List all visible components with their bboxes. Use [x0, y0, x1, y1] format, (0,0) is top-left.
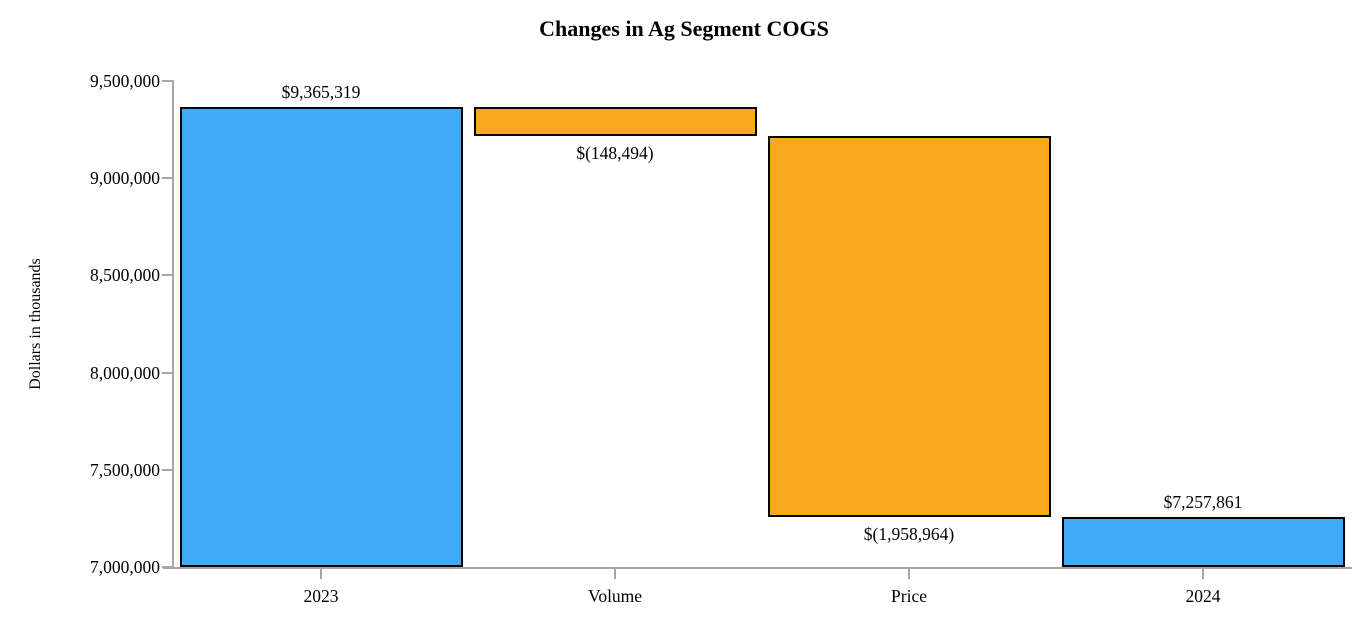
y-tick-mark — [162, 468, 172, 471]
y-tick-label: 9,500,000 — [90, 71, 160, 91]
y-axis-line — [172, 80, 174, 569]
y-tick-mark — [162, 80, 172, 82]
bar-volume — [473, 107, 757, 137]
y-tick-label: 8,500,000 — [90, 265, 160, 286]
y-tick-mark — [162, 566, 172, 568]
x-tick-label: 2024 — [1185, 586, 1221, 606]
bar-value-label: $(148,494) — [576, 143, 654, 164]
bar-2023 — [179, 107, 463, 567]
y-tick-mark — [162, 177, 172, 180]
y-tick-mark — [162, 274, 172, 277]
x-tick-label: Price — [891, 586, 927, 606]
x-tick-mark — [1202, 569, 1204, 579]
x-tick-mark — [614, 569, 616, 579]
y-tick-label: 7,500,000 — [90, 459, 160, 480]
bar-value-label: $7,257,861 — [1163, 491, 1243, 512]
x-tick-label: 2023 — [303, 586, 339, 606]
y-tick-label: 7,000,000 — [90, 557, 160, 577]
bar-2024 — [1061, 516, 1345, 567]
y-tick-label: 9,000,000 — [90, 168, 160, 189]
bar-price — [767, 136, 1051, 517]
bar-value-label: $(1,958,964) — [863, 523, 955, 544]
bar-value-label: $9,365,319 — [281, 82, 361, 103]
y-tick-mark — [162, 371, 172, 374]
x-tick-mark — [320, 569, 322, 579]
x-axis-line — [163, 567, 1352, 569]
chart-title: Changes in Ag Segment COGS — [539, 16, 829, 41]
y-tick-label: 8,000,000 — [90, 362, 160, 383]
x-tick-mark — [908, 569, 910, 579]
x-tick-label: Volume — [587, 586, 643, 606]
